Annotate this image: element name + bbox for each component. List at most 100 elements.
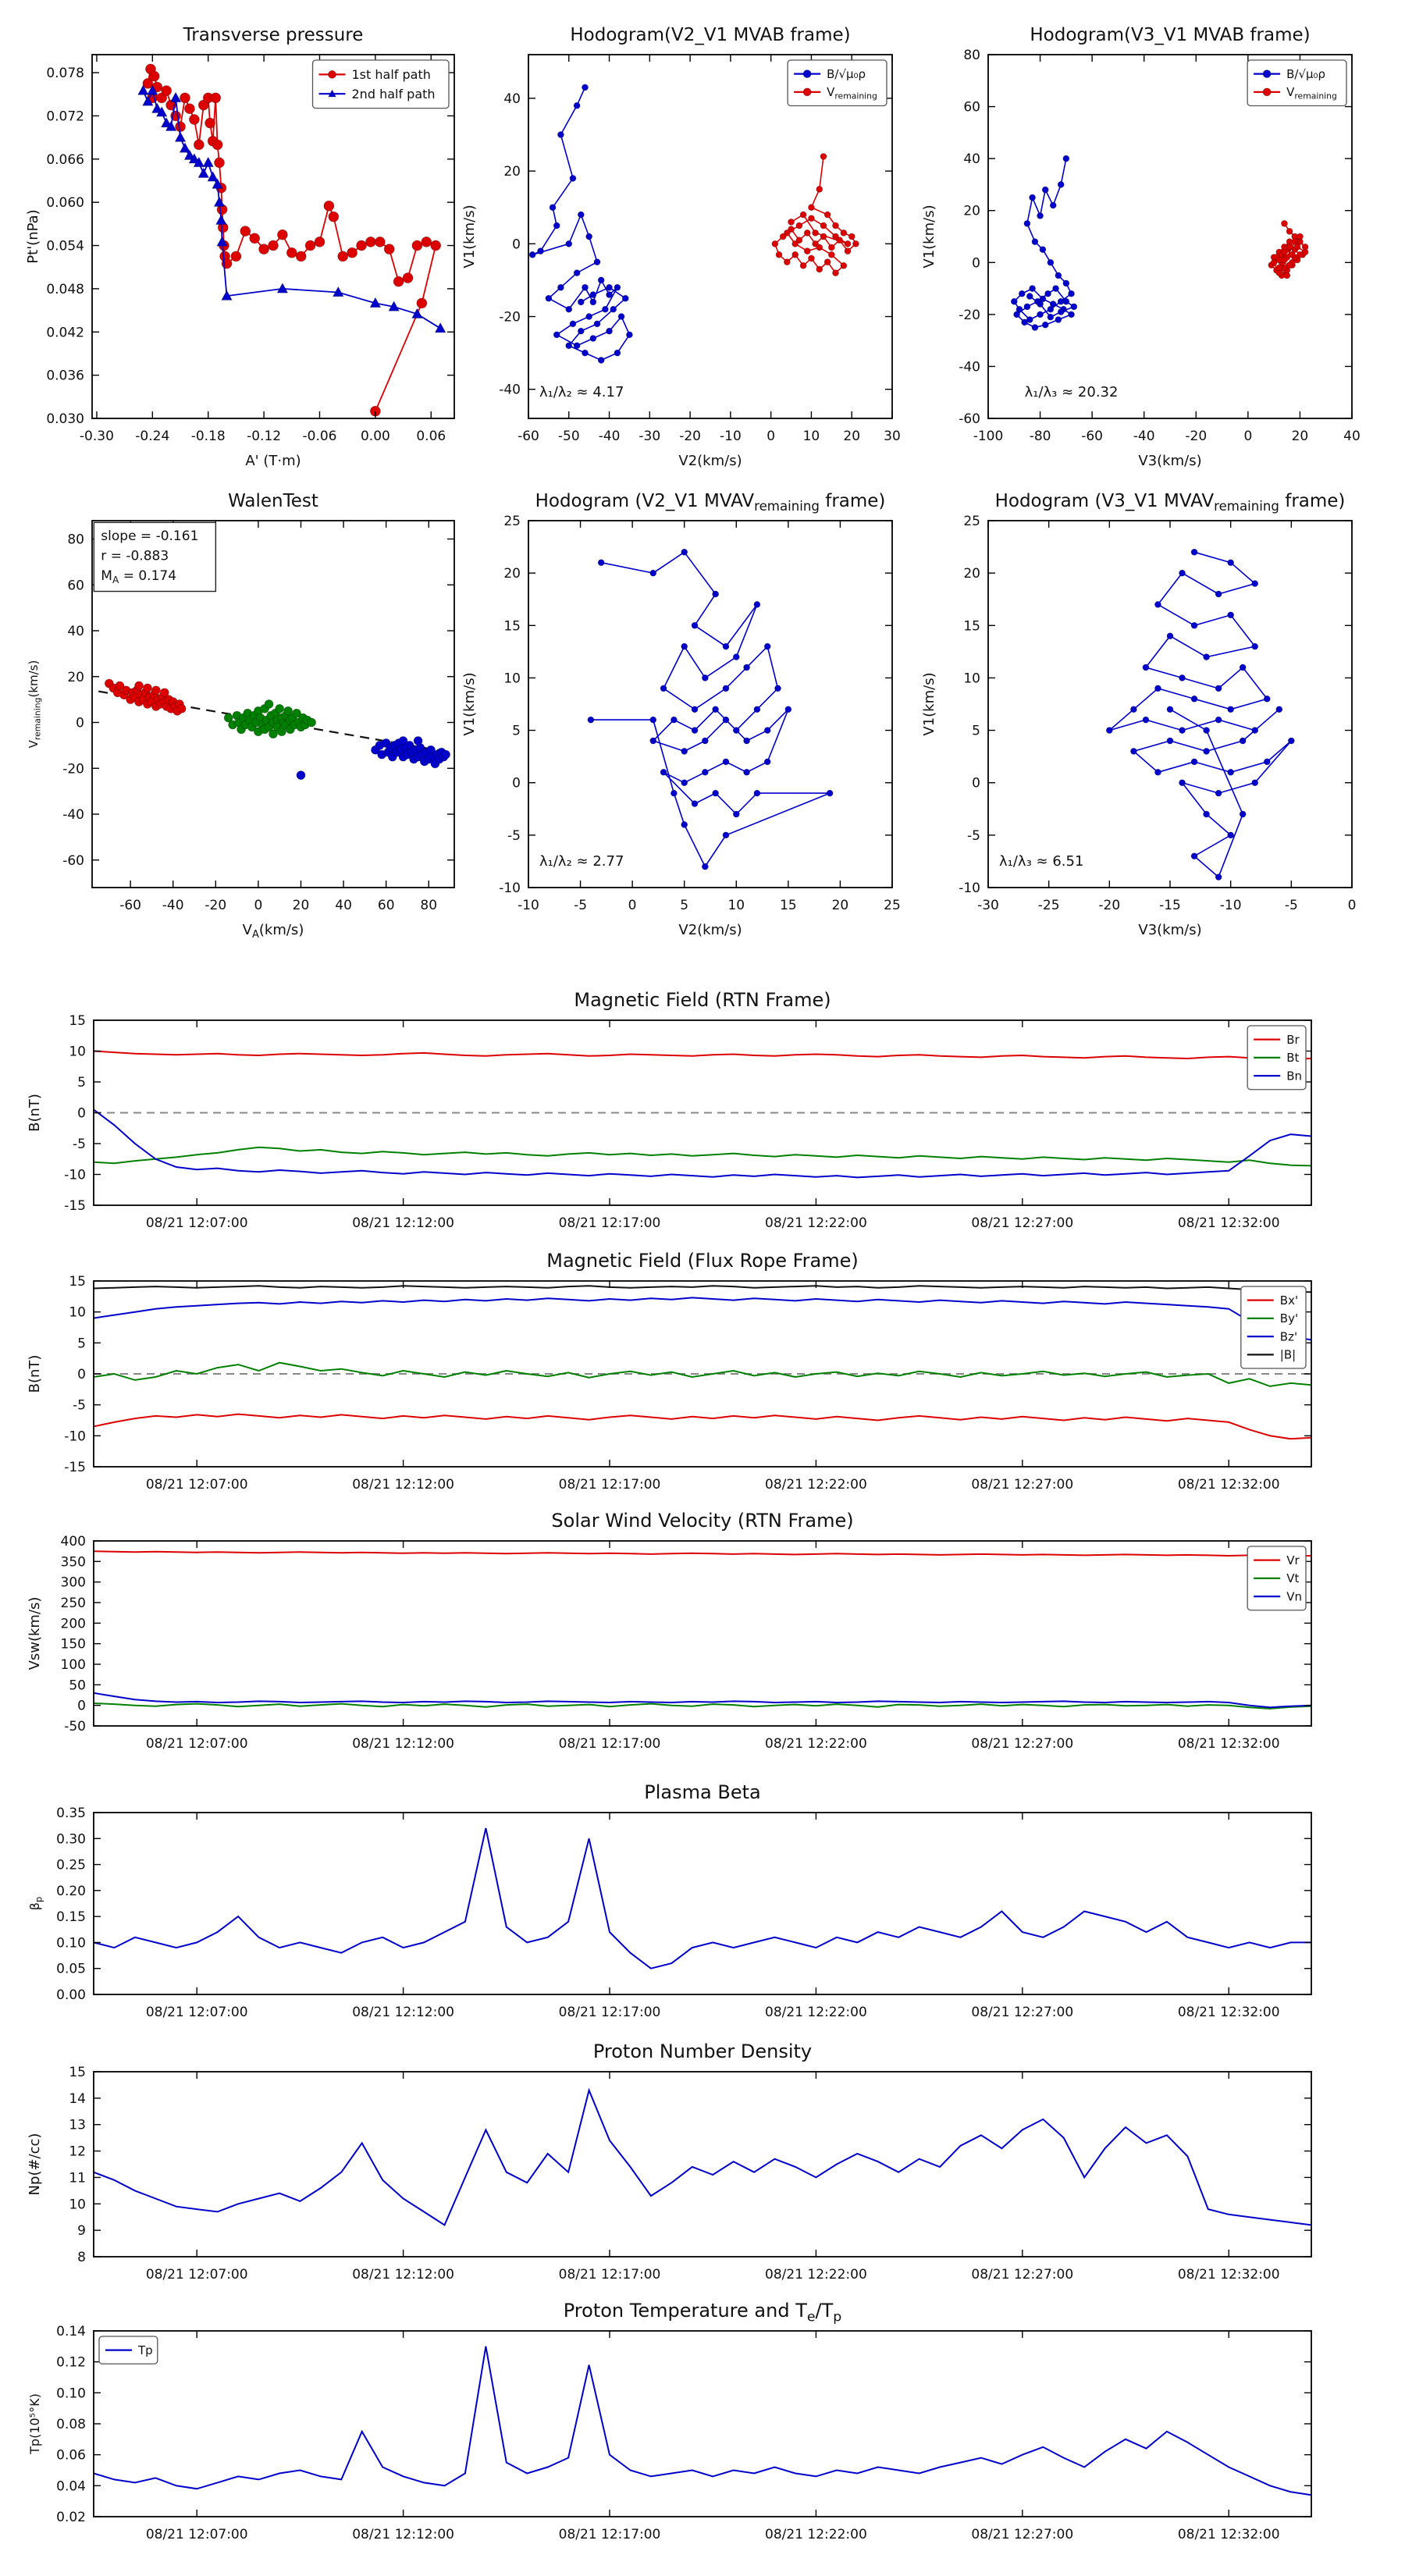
svg-text:20: 20	[963, 204, 980, 219]
svg-text:Solar Wind Velocity (RTN Frame: Solar Wind Velocity (RTN Frame)	[551, 1510, 853, 1532]
svg-text:WalenTest: WalenTest	[228, 491, 318, 511]
svg-text:-20: -20	[1098, 898, 1120, 913]
svg-text:0.036: 0.036	[46, 368, 84, 384]
svg-text:-0.12: -0.12	[247, 429, 281, 444]
panel-magnetic-field-flux-rope: 08/21 12:07:00 08/21 12:12:00 08/21 12:17:…	[16, 1244, 1327, 1507]
svg-text:0: 0	[77, 1699, 86, 1714]
svg-text:-5: -5	[967, 828, 980, 844]
svg-text:20: 20	[503, 164, 521, 180]
svg-text:0.06: 0.06	[416, 429, 446, 444]
svg-text:0.12: 0.12	[56, 2355, 86, 2371]
svg-text:V1(km/s): V1(km/s)	[921, 672, 937, 735]
svg-text:-0.30: -0.30	[80, 429, 114, 444]
svg-text:40: 40	[963, 151, 980, 167]
svg-text:-15: -15	[64, 1460, 86, 1475]
svg-text:0.25: 0.25	[56, 1858, 86, 1873]
svg-text:50: 50	[69, 1678, 86, 1693]
svg-text:B/√μ₀ρ: B/√μ₀ρ	[827, 67, 866, 81]
svg-text:15: 15	[69, 1013, 86, 1029]
svg-text:10: 10	[963, 671, 980, 686]
svg-text:-100: -100	[973, 429, 1004, 444]
svg-text:2nd half path: 2nd half path	[352, 87, 436, 101]
svg-text:400: 400	[61, 1534, 86, 1550]
svg-text:08/21 12:07:00: 08/21 12:07:00	[146, 2005, 248, 2020]
svg-text:08/21 12:07:00: 08/21 12:07:00	[146, 1477, 248, 1493]
svg-text:15: 15	[503, 618, 521, 634]
svg-text:08/21 12:27:00: 08/21 12:27:00	[971, 2267, 1073, 2282]
svg-text:B/√μ₀ρ: B/√μ₀ρ	[1286, 67, 1325, 81]
svg-text:0.054: 0.054	[46, 239, 84, 254]
svg-text:0.30: 0.30	[56, 1831, 86, 1847]
svg-text:0.060: 0.060	[46, 195, 84, 211]
svg-text:Proton Number Density: Proton Number Density	[593, 2041, 812, 2062]
svg-text:V2(km/s): V2(km/s)	[678, 922, 742, 938]
svg-text:λ₁/λ₃ ≈ 20.32: λ₁/λ₃ ≈ 20.32	[1025, 384, 1119, 400]
svg-text:80: 80	[963, 48, 980, 63]
svg-text:40: 40	[503, 91, 521, 107]
svg-text:08/21 12:32:00: 08/21 12:32:00	[1178, 1736, 1280, 1752]
svg-text:60: 60	[963, 100, 980, 116]
svg-text:0: 0	[76, 716, 84, 731]
svg-text:80: 80	[67, 532, 84, 548]
svg-text:Vremaining(km/s): Vremaining(km/s)	[27, 660, 42, 749]
svg-text:-80: -80	[1030, 429, 1051, 444]
svg-text:-20: -20	[62, 761, 84, 777]
svg-text:-0.06: -0.06	[303, 429, 337, 444]
svg-text:B(nT): B(nT)	[27, 1094, 43, 1132]
svg-text:Vt: Vt	[1286, 1571, 1299, 1585]
svg-text:08/21 12:32:00: 08/21 12:32:00	[1178, 1477, 1280, 1493]
svg-text:15: 15	[69, 2065, 86, 2080]
svg-text:5: 5	[77, 1336, 86, 1351]
svg-text:-20: -20	[679, 429, 701, 444]
svg-text:-15: -15	[1159, 898, 1181, 913]
svg-text:15: 15	[780, 898, 797, 913]
svg-text:5: 5	[512, 724, 521, 739]
svg-text:08/21 12:22:00: 08/21 12:22:00	[765, 1215, 867, 1231]
svg-text:-5: -5	[73, 1137, 86, 1152]
svg-text:-40: -40	[62, 807, 84, 823]
svg-text:5: 5	[680, 898, 688, 913]
svg-text:08/21 12:12:00: 08/21 12:12:00	[352, 2005, 454, 2020]
svg-text:Np(#/cc): Np(#/cc)	[27, 2133, 43, 2196]
svg-text:B(nT): B(nT)	[27, 1355, 43, 1393]
svg-text:Vr: Vr	[1286, 1553, 1300, 1567]
svg-text:10: 10	[727, 898, 745, 913]
svg-text:Hodogram(V2_V1 MVAB frame): Hodogram(V2_V1 MVAB frame)	[570, 25, 850, 45]
panel-proton-number-density: 08/21 12:07:00 08/21 12:12:00 08/21 12:17:…	[16, 2034, 1327, 2297]
svg-text:200: 200	[61, 1616, 86, 1631]
panel-hodogram-v3v1-mvab: -100 -80 -60 -40 -20 0 20 40 -60 -40 -20 0 20 40 60 80 H…	[910, 16, 1368, 479]
svg-text:-5: -5	[574, 898, 587, 913]
svg-text:08/21 12:22:00: 08/21 12:22:00	[765, 2267, 867, 2282]
svg-text:300: 300	[61, 1575, 86, 1591]
svg-text:-15: -15	[64, 1198, 86, 1214]
svg-text:-0.18: -0.18	[191, 429, 226, 444]
svg-text:0.02: 0.02	[56, 2510, 86, 2525]
svg-text:25: 25	[503, 514, 521, 529]
svg-text:08/21 12:12:00: 08/21 12:12:00	[352, 1736, 454, 1752]
svg-text:0: 0	[254, 898, 262, 913]
svg-text:-20: -20	[1185, 429, 1207, 444]
svg-text:0.10: 0.10	[56, 1935, 86, 1951]
svg-text:Vn: Vn	[1286, 1589, 1302, 1603]
svg-text:0: 0	[77, 1106, 86, 1122]
svg-text:10: 10	[803, 429, 820, 444]
svg-text:08/21 12:17:00: 08/21 12:17:00	[559, 2005, 661, 2020]
svg-text:40: 40	[335, 898, 352, 913]
svg-text:Proton Temperature and Te/Tp: Proton Temperature and Te/Tp	[564, 2300, 842, 2325]
svg-text:08/21 12:27:00: 08/21 12:27:00	[971, 2527, 1073, 2542]
svg-text:βp: βp	[27, 1897, 44, 1911]
svg-text:-10: -10	[518, 898, 539, 913]
svg-text:10: 10	[69, 1044, 86, 1060]
svg-text:08/21 12:07:00: 08/21 12:07:00	[146, 1736, 248, 1752]
svg-text:-5: -5	[507, 828, 521, 844]
svg-text:0.072: 0.072	[46, 109, 84, 124]
svg-text:08/21 12:17:00: 08/21 12:17:00	[559, 2527, 661, 2542]
svg-text:150: 150	[61, 1637, 86, 1653]
svg-text:Pt'(nPa): Pt'(nPa)	[25, 209, 41, 263]
svg-text:-10: -10	[959, 881, 980, 896]
svg-text:0.14: 0.14	[56, 2324, 86, 2339]
svg-text:0.10: 0.10	[56, 2386, 86, 2401]
svg-text:By': By'	[1280, 1311, 1298, 1325]
svg-text:Hodogram(V3_V1 MVAB frame): Hodogram(V3_V1 MVAB frame)	[1030, 25, 1310, 45]
svg-text:V3(km/s): V3(km/s)	[1138, 453, 1201, 469]
